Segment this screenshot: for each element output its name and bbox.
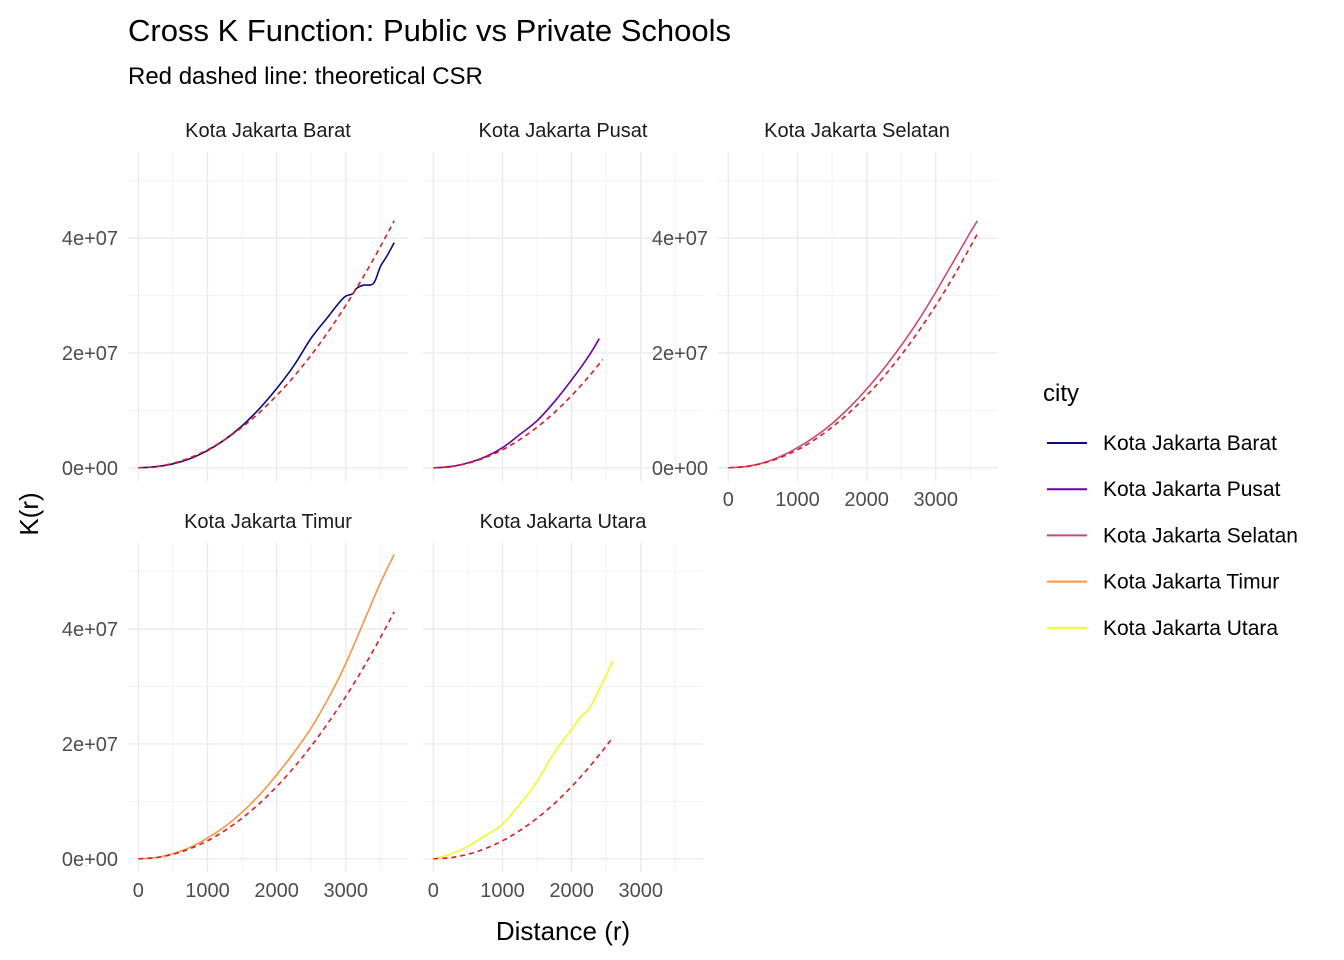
- y-tick-label: 2e+07: [62, 734, 118, 756]
- legend-title: city: [1043, 380, 1079, 407]
- theoretical-csr-line: [433, 736, 614, 860]
- panel-3: Kota Jakarta Selatan 0e+00 2e+07 4e+07 0 1000…: [652, 120, 998, 511]
- y-tick-label: 0e+00: [62, 458, 118, 480]
- y-tick-label: 0e+00: [62, 849, 118, 871]
- legend-item: Kota Jakarta Pusat: [1047, 478, 1281, 501]
- facet-strip-label: Kota Jakarta Pusat: [479, 120, 648, 142]
- y-tick-label: 2e+07: [652, 343, 708, 365]
- panel-1: Kota Jakarta Barat 0e+00 2e+07 4e+07: [62, 120, 408, 481]
- legend-item: Kota Jakarta Timur: [1047, 571, 1279, 594]
- y-tick-label: 0e+00: [652, 458, 708, 480]
- x-tick-label: 3000: [914, 489, 959, 511]
- panel-2: Kota Jakarta Pusat: [423, 120, 703, 481]
- observed-k-line: [433, 660, 614, 860]
- theoretical-csr-line: [728, 233, 978, 469]
- x-tick-label: 0: [133, 880, 144, 902]
- facet-strip-label: Kota Jakarta Utara: [480, 511, 648, 533]
- legend-item: Kota Jakarta Selatan: [1047, 524, 1298, 547]
- theoretical-csr-line: [433, 358, 604, 469]
- x-tick-label: 2000: [844, 489, 889, 511]
- x-tick-label: 2000: [549, 880, 594, 902]
- x-tick-label: 3000: [619, 880, 664, 902]
- x-tick-label: 0: [428, 880, 439, 902]
- chart-title: Cross K Function: Public vs Private Scho…: [128, 13, 731, 48]
- panel-5: Kota Jakarta Utara 0 1000 2000 3000: [423, 511, 703, 902]
- legend: city Kota Jakarta Barat Kota Jakarta Pusa…: [1043, 380, 1298, 640]
- observed-k-line: [728, 220, 978, 469]
- theoretical-csr-line: [138, 220, 395, 469]
- y-tick-label: 4e+07: [652, 228, 708, 250]
- x-tick-label: 1000: [185, 880, 230, 902]
- facet-strip-label: Kota Jakarta Selatan: [764, 120, 950, 142]
- legend-label: Kota Jakarta Utara: [1103, 617, 1278, 640]
- x-tick-label: 1000: [775, 489, 820, 511]
- x-tick-label: 1000: [480, 880, 525, 902]
- y-tick-label: 4e+07: [62, 228, 118, 250]
- legend-label: Kota Jakarta Selatan: [1103, 524, 1298, 547]
- legend-item: Kota Jakarta Barat: [1047, 432, 1277, 455]
- facet-strip-label: Kota Jakarta Timur: [184, 511, 352, 533]
- facet-strip-label: Kota Jakarta Barat: [185, 120, 351, 142]
- theoretical-csr-line: [138, 611, 395, 860]
- x-axis-title: Distance (r): [496, 916, 630, 946]
- y-tick-label: 2e+07: [62, 343, 118, 365]
- legend-label: Kota Jakarta Pusat: [1103, 478, 1281, 501]
- y-axis-title: K(r): [14, 492, 44, 535]
- chart-subtitle: Red dashed line: theoretical CSR: [128, 63, 483, 90]
- panel-4: Kota Jakarta Timur 0e+00 2e+07 4e+07 0 1000 20…: [62, 511, 408, 902]
- x-tick-label: 2000: [254, 880, 299, 902]
- observed-k-line: [138, 554, 395, 860]
- x-tick-label: 3000: [324, 880, 369, 902]
- legend-label: Kota Jakarta Timur: [1103, 571, 1279, 594]
- observed-k-line: [433, 338, 600, 469]
- legend-item: Kota Jakarta Utara: [1047, 617, 1278, 640]
- legend-label: Kota Jakarta Barat: [1103, 432, 1277, 455]
- x-tick-label: 0: [723, 489, 734, 511]
- observed-k-line: [138, 242, 395, 469]
- y-tick-label: 4e+07: [62, 619, 118, 641]
